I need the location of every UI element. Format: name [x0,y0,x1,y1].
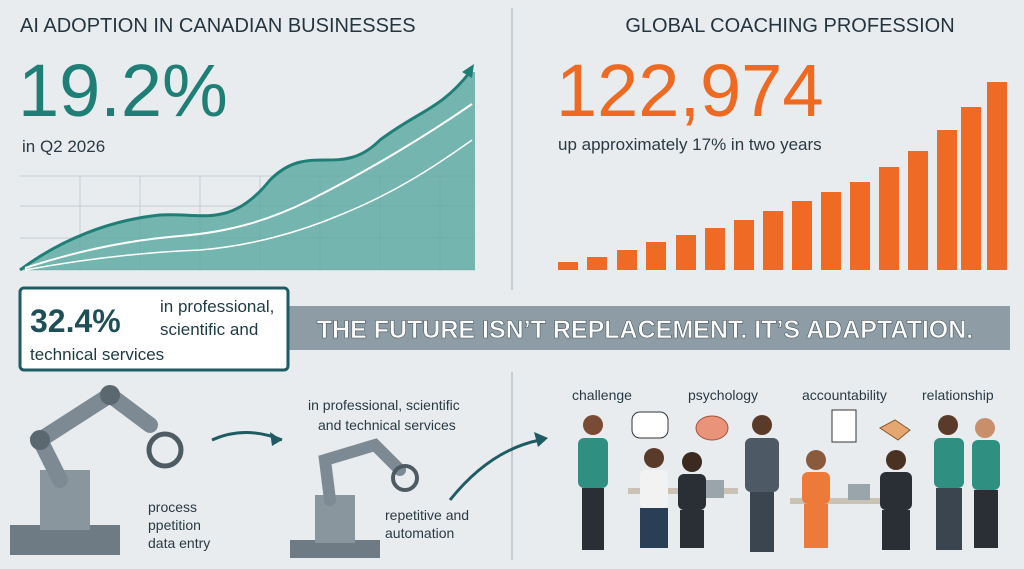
right-title: GLOBAL COACHING PROFESSION [625,15,954,37]
bar-decoration [558,82,1007,270]
arrow [448,438,541,501]
auto-top: in professional, scientific [308,397,460,413]
left-caption: in Q2 2026 [22,137,105,156]
left-title: AI ADOPTION IN CANADIAN BUSINESSES [20,15,416,37]
coaching-label: relationship [922,387,994,403]
clipboard-icon [831,409,857,443]
brain-icon [695,415,729,441]
auto-left: process [148,499,197,515]
left-stat: 19.2% [18,49,228,132]
arrow-head [462,64,474,78]
callout-line: in professional, [160,297,274,316]
area-line-light [24,103,473,269]
arrow-head [270,432,282,446]
auto-top: and technical services [318,417,456,433]
area-line-light [24,139,473,271]
right-stat: 122,974 [556,49,824,132]
people [578,415,1000,552]
auto-left: ppetition [148,517,201,533]
callout-line: scientific and [160,320,258,339]
callout-box [18,286,290,372]
coaching-label: accountability [802,387,887,403]
speech-icon [631,411,669,439]
auto-right: automation [385,525,454,541]
area-line [19,71,472,272]
coaching-label: psychology [688,387,758,403]
robot-right [290,438,419,558]
area-fill [20,72,475,270]
handshake-icon [879,419,911,441]
coaching-label: challenge [572,387,632,403]
arrow-head [534,432,548,447]
robot-left [10,385,184,555]
callout-stat: 32.4% [30,303,121,339]
auto-left: data entry [148,535,210,551]
banner [270,306,1010,350]
right-caption: up approximately 17% in two years [558,135,822,154]
callout-line: technical services [30,345,164,364]
banner-text: THE FUTURE ISN’T REPLACEMENT. IT’S ADAPT… [317,316,973,344]
auto-right: repetitive and [385,507,469,523]
